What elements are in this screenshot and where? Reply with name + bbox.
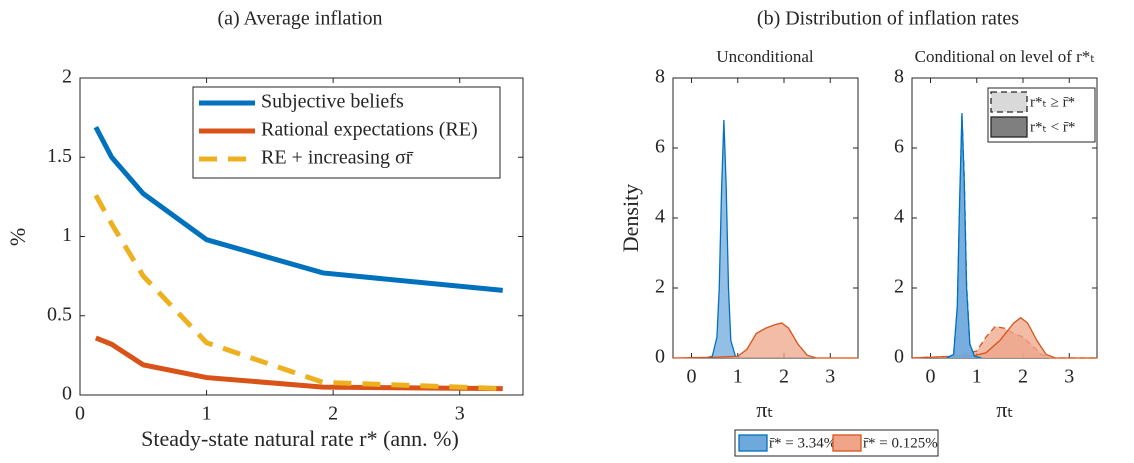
legend-label: r*ₜ < r̄* [1030, 119, 1075, 135]
legend-label: RE + increasing σr̄ [261, 147, 414, 169]
y-tick-label: 2 [894, 276, 904, 298]
x-tick-label: 0 [75, 403, 85, 425]
density-line [946, 112, 982, 359]
y-tick-label: 0 [62, 383, 72, 405]
y-tick-label: 6 [894, 136, 904, 158]
x-tick-label: 1 [972, 366, 982, 388]
density-area [912, 317, 1097, 358]
y-tick-label: 4 [655, 206, 665, 228]
x-tick-label: 2 [779, 366, 789, 388]
y-tick-label: 0 [894, 346, 904, 368]
panel-title: (b) Distribution of inflation rates [757, 8, 1019, 30]
subplot-title: Unconditional [716, 47, 814, 66]
y-tick-label: 8 [894, 66, 904, 88]
legend-label: r̄* = 3.34% [769, 435, 836, 451]
series-line [93, 125, 503, 293]
x-tick-label: 3 [455, 403, 465, 425]
y-tick-label: 8 [655, 66, 665, 88]
density-line [705, 119, 743, 359]
x-tick-label: 0 [926, 366, 936, 388]
y-axis-label: % [5, 228, 30, 246]
legend-label: Subjective beliefs [261, 91, 404, 113]
legend-swatch [990, 91, 1028, 113]
legend-swatch [990, 116, 1028, 138]
x-axis-label: πₜ [996, 397, 1014, 422]
density-line [672, 322, 858, 359]
legend-label: Rational expectations (RE) [261, 119, 478, 141]
y-tick-label: 2 [655, 276, 665, 298]
axes-box [79, 77, 524, 396]
subplot-title: Conditional on level of r*ₜ [915, 47, 1096, 66]
panel-title: (a) Average inflation [217, 8, 382, 30]
density-area [673, 323, 858, 358]
y-tick-label: 4 [894, 206, 904, 228]
density-area [946, 113, 982, 358]
x-tick-label: 0 [687, 366, 697, 388]
y-tick-label: 1 [62, 224, 72, 246]
x-tick-label: 1 [202, 403, 212, 425]
x-tick-label: 1 [733, 366, 743, 388]
x-tick-label: 2 [328, 403, 338, 425]
legend-swatch [832, 434, 862, 452]
y-axis-label: Density [618, 184, 643, 252]
y-tick-label: 0 [655, 346, 665, 368]
x-axis-label: Steady-state natural rate r* (ann. %) [141, 426, 459, 451]
x-tick-label: 3 [1064, 366, 1074, 388]
legend-swatch [738, 434, 768, 452]
y-tick-label: 6 [655, 136, 665, 158]
x-tick-label: 3 [825, 366, 835, 388]
x-tick-label: 2 [1018, 366, 1028, 388]
density-area [705, 120, 743, 358]
series-line [94, 335, 503, 392]
series-line [93, 194, 503, 392]
y-tick-label: 1.5 [47, 145, 72, 167]
y-tick-label: 0.5 [47, 303, 72, 325]
x-axis-label: πₜ [756, 397, 774, 422]
legend-label: r̄* = 0.125% [863, 435, 938, 451]
legend-label: r*ₜ ≥ r̄* [1030, 94, 1075, 110]
axes-box [672, 77, 859, 359]
y-tick-label: 2 [62, 66, 72, 88]
